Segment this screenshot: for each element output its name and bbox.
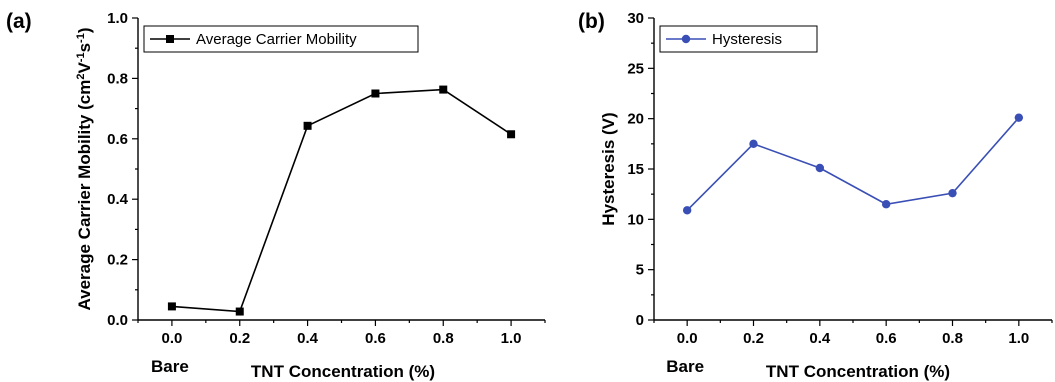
legend-label: Hysteresis	[712, 31, 782, 48]
x-tick-label: 0.6	[365, 330, 386, 347]
data-point	[507, 130, 516, 139]
y-tick-label: 0	[636, 312, 644, 329]
x-tick-label: 0.0	[161, 330, 182, 347]
y-axis-title-part: Hysteresis (V)	[599, 112, 618, 225]
data-point	[682, 206, 692, 215]
data-point	[881, 200, 891, 209]
y-tick-label: 0.6	[107, 131, 128, 148]
x-axis-title: TNT Concentration (%)	[766, 362, 950, 381]
data-point	[948, 188, 957, 198]
chart-panel-b: (b) 0 5 10 15 20 25 30 0.0 0.2 0.4 0.6 0.8 1.0 Bare TNT…	[578, 10, 1053, 381]
series-line	[171, 88, 512, 313]
data-point	[1014, 113, 1024, 122]
x-tick-label: 0.2	[229, 330, 250, 347]
legend-marker	[166, 35, 174, 43]
y-axis-title: Hysteresis (V)	[599, 112, 618, 225]
data-point	[439, 85, 448, 94]
y-axis-title-part: -1	[75, 52, 87, 62]
y-axis-title-part: Average Carrier Mobility (cm	[75, 80, 94, 311]
x-axis-title: TNT Concentration (%)	[251, 362, 435, 381]
y-axis-title-part: )	[75, 27, 94, 33]
y-tick-label: 5	[636, 262, 644, 279]
y-tick-label: 0.4	[107, 191, 129, 208]
data-point	[167, 302, 176, 311]
x-tick-label: 0.6	[876, 330, 897, 347]
y-axis-title-part: 2	[75, 74, 87, 80]
data-point	[749, 139, 758, 149]
y-axis-title: Average Carrier Mobility (cm2V-1s-1)	[75, 27, 94, 310]
panel-label: (a)	[6, 10, 32, 33]
x-tick-label: 0.8	[942, 330, 963, 347]
data-point	[303, 121, 312, 130]
data-point	[815, 163, 825, 173]
y-tick-label: 0.2	[107, 252, 128, 269]
x-tick-label: 1.0	[501, 330, 522, 347]
y-tick-label: 20	[627, 111, 644, 128]
series-line	[686, 117, 1020, 211]
y-axis-title-part: V	[75, 62, 94, 74]
y-tick-label: 1.0	[107, 10, 128, 27]
y-axis-title-part: -1	[75, 33, 87, 43]
legend-label: Average Carrier Mobility	[196, 31, 357, 48]
x-tick-label: 1.0	[1008, 330, 1029, 347]
panel-label: (b)	[578, 10, 605, 33]
x-tick-label: 0.4	[297, 330, 319, 347]
legend: Average Carrier Mobility	[143, 25, 419, 53]
y-tick-label: 30	[627, 10, 644, 27]
x-tick-label: 0.0	[677, 330, 698, 347]
legend: Hysteresis	[659, 25, 818, 53]
x-tick-label: 0.8	[433, 330, 454, 347]
bare-label: Bare	[666, 357, 704, 376]
y-tick-label: 15	[627, 161, 644, 178]
legend-marker	[681, 34, 691, 44]
x-tick-label: 0.2	[743, 330, 764, 347]
x-tick-label: 0.4	[809, 330, 831, 347]
bare-label: Bare	[151, 357, 189, 376]
y-axis-title-part: s	[75, 43, 94, 52]
y-tick-label: 0.0	[107, 312, 128, 329]
y-tick-label: 10	[627, 211, 644, 228]
y-tick-label: 0.8	[107, 70, 128, 87]
data-point	[371, 89, 380, 98]
y-tick-label: 25	[627, 60, 644, 77]
chart-panel-a: (a) 0.0 0.2 0.4 0.6 0.8 1.0 0.0 0.2 0.4 0.6 0.8 1.0 B…	[6, 10, 546, 381]
data-point	[235, 307, 244, 316]
